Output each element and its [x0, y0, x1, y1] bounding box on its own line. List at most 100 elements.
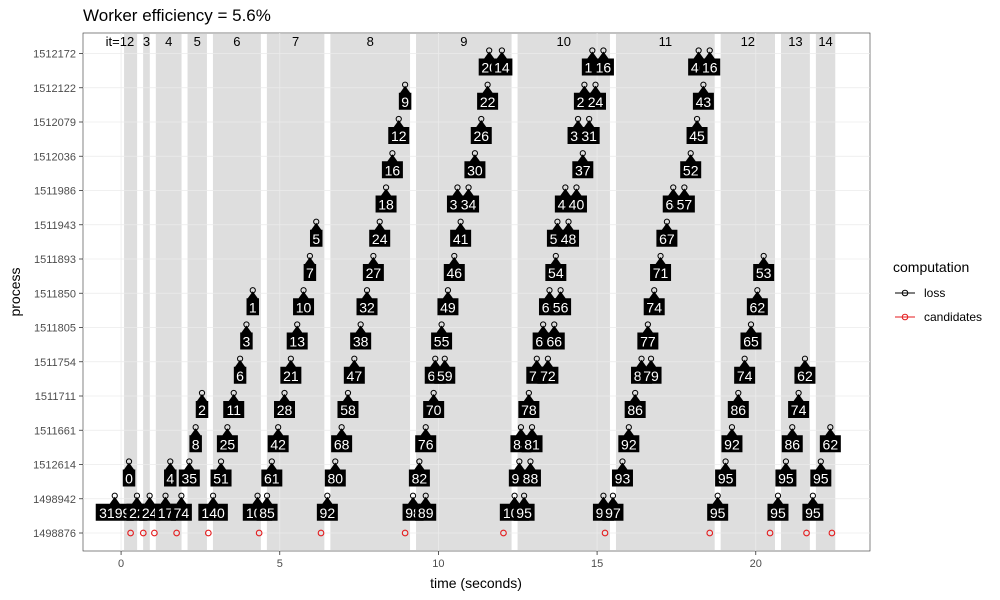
loss-label: 58 — [340, 402, 356, 418]
loss-point — [592, 81, 599, 88]
loss-label: 0 — [125, 471, 133, 487]
loss-label: 28 — [277, 402, 293, 418]
loss-label-box — [256, 496, 278, 521]
loss-label: 47 — [347, 368, 363, 384]
candidates-point — [173, 529, 180, 537]
loss-label: 3199 — [99, 505, 130, 521]
loss-label-box — [233, 359, 247, 384]
loss-label: 86 — [731, 402, 747, 418]
loss-point — [579, 150, 586, 157]
candidates-point — [127, 529, 134, 537]
loss-label: 51 — [213, 471, 229, 487]
loss-point — [706, 47, 713, 54]
loss-label: 81 — [524, 436, 540, 452]
loss-label-box — [477, 85, 499, 110]
legend-key-point — [901, 289, 909, 297]
loss-point — [395, 115, 402, 123]
loss-label: 34 — [461, 197, 477, 213]
loss-point — [198, 389, 206, 397]
loss-label-box — [491, 51, 513, 76]
loss-point — [573, 184, 580, 191]
iteration-label: 8 — [367, 34, 374, 49]
loss-label: 78 — [521, 402, 537, 418]
loss-label: 24 — [372, 231, 388, 247]
loss-point — [281, 389, 288, 397]
iteration-band — [143, 34, 150, 550]
loss-label-box — [656, 222, 678, 247]
loss-point — [111, 492, 118, 499]
loss-point — [332, 458, 339, 465]
loss-label-box — [521, 428, 543, 453]
loss-label-box — [309, 222, 323, 247]
loss-point — [552, 252, 559, 260]
loss-point — [609, 492, 617, 499]
loss-label-box — [286, 325, 308, 350]
loss-label-box — [637, 325, 659, 350]
loss-point — [268, 458, 275, 465]
loss-point — [827, 424, 834, 431]
loss-label-box — [210, 462, 232, 487]
loss-point — [444, 287, 452, 294]
loss-label: 67 — [659, 231, 675, 247]
loss-label: 95 — [778, 471, 794, 487]
iteration-label: 3 — [143, 34, 150, 49]
loss-label: 32 — [359, 299, 375, 315]
loss-label: 53 — [756, 265, 772, 281]
loss-label: 55 — [434, 334, 450, 350]
legend-item-label: candidates — [924, 310, 982, 324]
loss-point — [754, 287, 761, 294]
loss-point — [275, 424, 282, 431]
loss-point — [432, 355, 439, 362]
loss-label-box — [350, 325, 372, 350]
loss-point — [527, 458, 534, 465]
candidates-point — [139, 529, 147, 537]
loss-label-box — [692, 85, 714, 110]
loss-point — [351, 355, 358, 362]
loss-point — [528, 424, 536, 431]
loss-label: 62 — [823, 436, 839, 452]
loss-point — [554, 218, 561, 225]
loss-label: 80 — [327, 471, 343, 487]
loss-point — [574, 115, 582, 123]
loss-label: 30 — [467, 162, 483, 178]
loss-point — [441, 355, 448, 362]
loss-label-box — [216, 428, 238, 453]
loss-label: 85 — [259, 505, 275, 521]
loss-point — [430, 389, 437, 397]
loss-label-box — [443, 257, 465, 281]
loss-point — [338, 424, 345, 431]
loss-point — [370, 252, 377, 260]
loss-label-box — [727, 394, 749, 418]
loss-label-box — [545, 257, 567, 281]
loss-label-box — [423, 394, 445, 418]
loss-point — [471, 150, 479, 157]
loss-label-box — [450, 222, 472, 247]
loss-point — [521, 492, 528, 499]
loss-label-box — [398, 85, 412, 110]
loss-label: 7 — [306, 265, 314, 281]
loss-label: 11 — [226, 402, 241, 418]
loss-label-box — [122, 462, 136, 487]
loss-label-box — [585, 85, 607, 110]
loss-point — [551, 321, 558, 328]
loss-label: 62 — [797, 368, 813, 384]
y-tick-label: 1511893 — [34, 254, 76, 266]
y-axis-title: process — [7, 267, 23, 316]
candidates-point — [766, 529, 774, 537]
y-tick-label: 1511850 — [34, 288, 76, 300]
loss-point — [687, 150, 694, 157]
loss-point — [565, 218, 572, 225]
loss-point — [382, 184, 390, 191]
loss-label: 6 — [236, 368, 244, 384]
y-tick-label: 1498942 — [33, 494, 76, 506]
loss-label-box — [369, 222, 391, 247]
loss-point — [581, 81, 588, 88]
loss-point — [760, 252, 767, 260]
y-tick-label: 1498876 — [33, 528, 76, 540]
iteration-band — [416, 34, 512, 550]
y-tick-label: 1511661 — [34, 425, 76, 437]
loss-label-box — [788, 394, 810, 418]
iteration-label: 2 — [127, 34, 134, 49]
iteration-label: 7 — [292, 34, 299, 49]
loss-label-box — [624, 394, 646, 418]
